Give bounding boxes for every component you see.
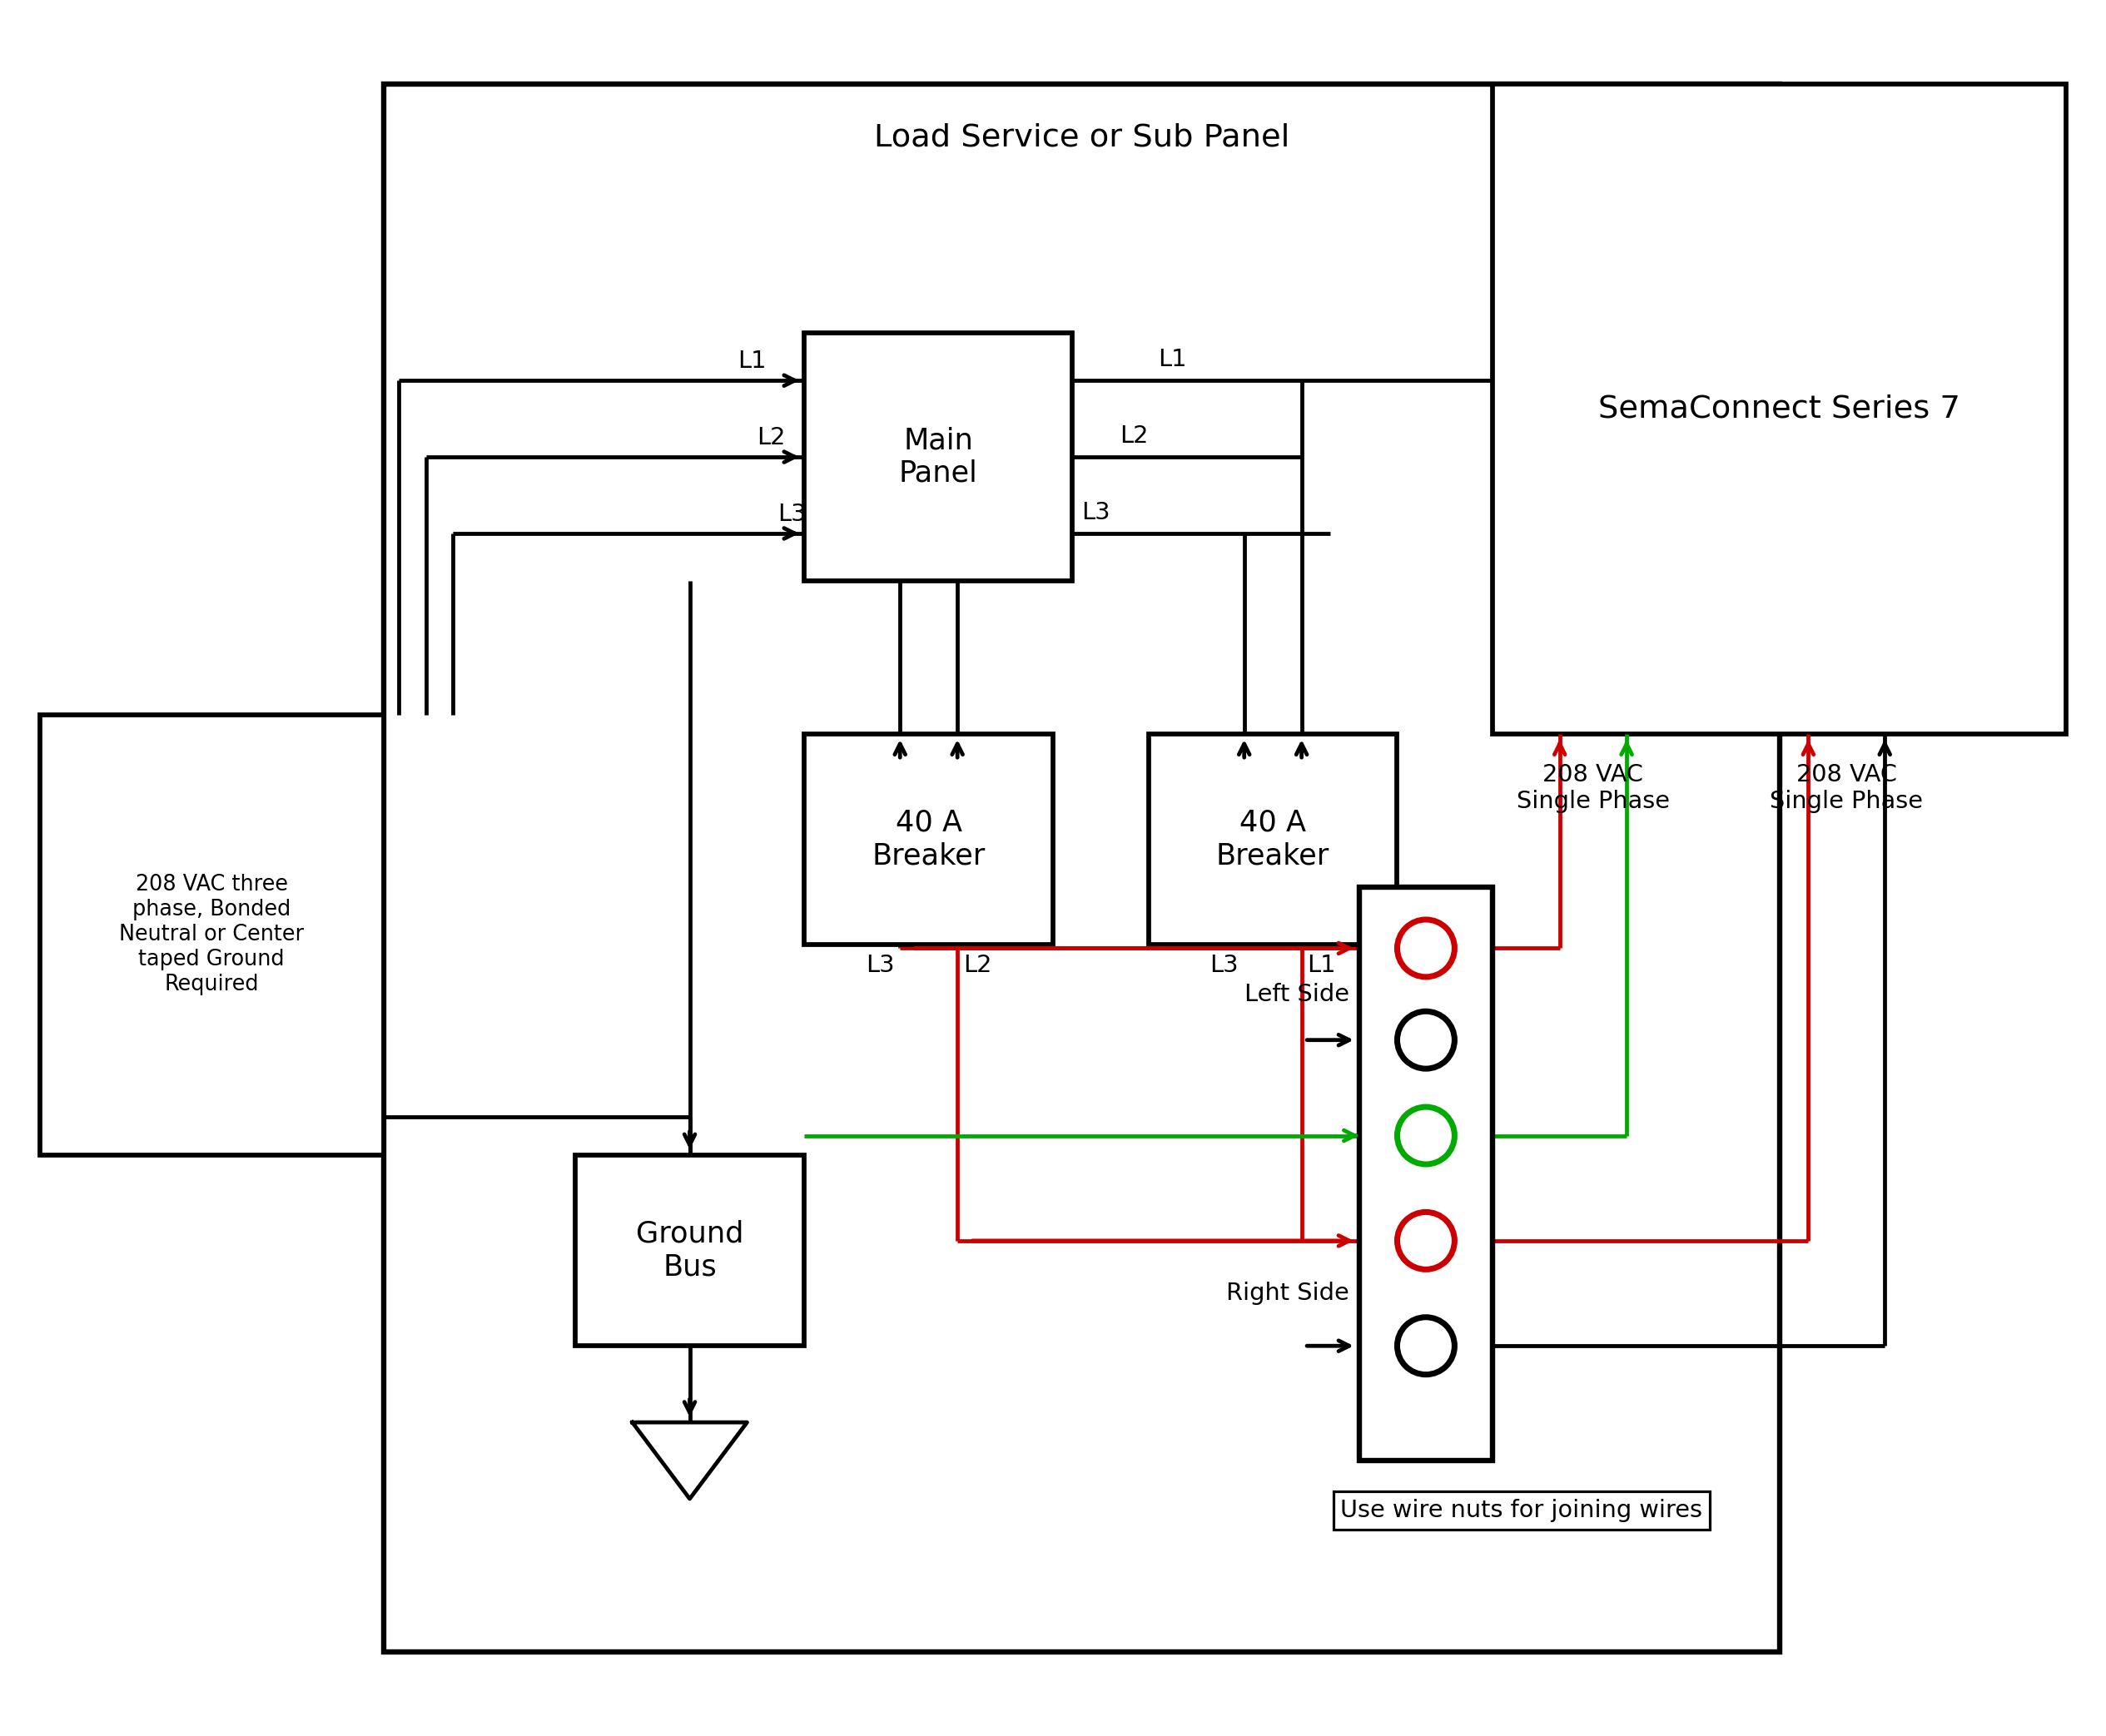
Text: 40 A
Breaker: 40 A Breaker: [872, 809, 986, 870]
FancyBboxPatch shape: [804, 734, 1053, 944]
FancyBboxPatch shape: [383, 85, 1780, 1651]
Text: L1: L1: [1308, 955, 1335, 977]
FancyBboxPatch shape: [1493, 85, 2066, 734]
Text: L3: L3: [1082, 500, 1110, 524]
Text: L3: L3: [866, 955, 895, 977]
Text: 208 VAC three
phase, Bonded
Neutral or Center
taped Ground
Required: 208 VAC three phase, Bonded Neutral or C…: [120, 875, 303, 996]
Text: L3: L3: [777, 502, 807, 526]
FancyBboxPatch shape: [40, 715, 383, 1154]
Text: Ground
Bus: Ground Bus: [636, 1220, 743, 1281]
Text: L2: L2: [1120, 424, 1148, 448]
FancyBboxPatch shape: [575, 1154, 804, 1345]
FancyBboxPatch shape: [1148, 734, 1396, 944]
Text: L1: L1: [737, 349, 767, 373]
FancyBboxPatch shape: [804, 333, 1072, 582]
Text: Left Side: Left Side: [1245, 983, 1350, 1005]
Text: 40 A
Breaker: 40 A Breaker: [1215, 809, 1329, 870]
Text: Main
Panel: Main Panel: [899, 427, 977, 488]
Text: Right Side: Right Side: [1226, 1281, 1350, 1305]
Text: L2: L2: [756, 425, 786, 450]
Text: 208 VAC
Single Phase: 208 VAC Single Phase: [1516, 762, 1670, 812]
Text: SemaConnect Series 7: SemaConnect Series 7: [1598, 394, 1961, 424]
Text: Use wire nuts for joining wires: Use wire nuts for joining wires: [1339, 1498, 1702, 1522]
Text: L2: L2: [962, 955, 992, 977]
Text: 208 VAC
Single Phase: 208 VAC Single Phase: [1769, 762, 1923, 812]
Text: L3: L3: [1209, 955, 1238, 977]
FancyBboxPatch shape: [1358, 887, 1493, 1460]
Text: L1: L1: [1158, 347, 1188, 372]
Text: Load Service or Sub Panel: Load Service or Sub Panel: [874, 123, 1289, 153]
